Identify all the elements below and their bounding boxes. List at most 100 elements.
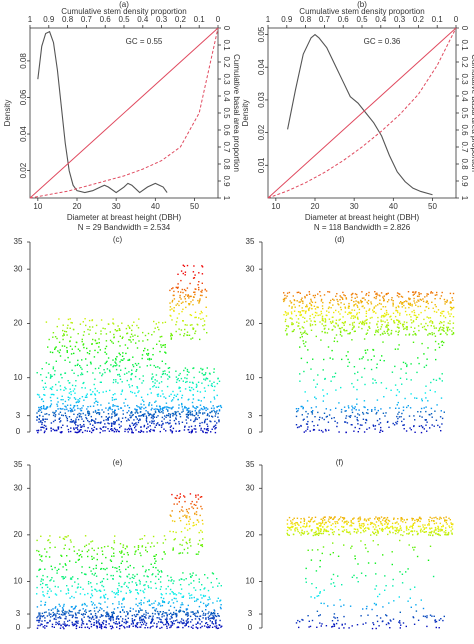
point: [287, 526, 289, 528]
point: [360, 572, 363, 574]
point: [198, 551, 200, 553]
point: [188, 398, 190, 400]
point: [435, 305, 437, 308]
point: [91, 595, 94, 597]
point: [330, 583, 332, 585]
point: [123, 621, 125, 624]
point: [152, 376, 154, 378]
point: [289, 526, 292, 529]
point: [118, 603, 120, 605]
point: [188, 516, 191, 518]
point: [183, 288, 186, 291]
point: [116, 419, 118, 422]
point: [350, 521, 352, 523]
point: [376, 529, 378, 531]
point: [296, 426, 299, 429]
point: [425, 364, 428, 367]
point: [385, 614, 387, 616]
point: [314, 301, 317, 304]
point: [162, 393, 164, 395]
point: [88, 627, 90, 630]
point: [452, 523, 454, 525]
point: [96, 412, 98, 415]
point: [82, 405, 84, 407]
point: [36, 419, 38, 421]
point: [167, 622, 169, 625]
point: [94, 589, 97, 591]
point: [179, 584, 182, 586]
point: [71, 616, 74, 619]
point: [87, 328, 89, 331]
point: [438, 518, 441, 520]
point: [171, 407, 173, 410]
point: [180, 593, 182, 595]
point: [188, 539, 191, 541]
point: [155, 374, 158, 376]
point: [166, 625, 168, 627]
point: [119, 345, 121, 347]
point: [65, 569, 68, 571]
point: [75, 605, 77, 607]
point: [163, 601, 166, 604]
point: [201, 545, 204, 548]
point: [171, 319, 173, 321]
point: [38, 396, 41, 398]
point: [104, 347, 107, 350]
point: [184, 377, 186, 379]
point: [206, 378, 209, 380]
point: [119, 576, 122, 578]
point: [118, 430, 120, 433]
point: [43, 424, 46, 427]
point: [161, 622, 164, 624]
point: [398, 344, 400, 346]
point: [216, 394, 218, 397]
x-tick-label: 40: [389, 202, 398, 211]
point: [113, 413, 116, 415]
point: [179, 387, 181, 389]
point: [36, 627, 39, 629]
point: [450, 309, 452, 311]
point: [131, 329, 133, 332]
point: [90, 393, 92, 396]
point: [36, 549, 38, 552]
point: [363, 338, 366, 340]
point: [80, 366, 82, 369]
point: [198, 286, 200, 289]
point: [206, 577, 209, 579]
point: [375, 413, 377, 415]
point: [157, 366, 159, 368]
point: [361, 305, 363, 308]
point: [127, 324, 129, 327]
point: [437, 525, 439, 528]
point: [409, 304, 411, 306]
point: [161, 594, 163, 596]
point: [69, 539, 72, 541]
point: [402, 324, 404, 326]
point: [349, 416, 351, 418]
point: [305, 332, 307, 335]
equality-line: [267, 27, 457, 199]
point: [179, 609, 181, 611]
point: [374, 425, 377, 427]
point: [172, 412, 174, 415]
point: [169, 289, 171, 292]
point: [195, 316, 197, 319]
point: [202, 523, 204, 525]
point: [201, 266, 204, 268]
top-tick-label: 0.3: [156, 15, 168, 24]
point: [128, 410, 130, 412]
point: [169, 306, 172, 308]
point: [439, 297, 441, 300]
point: [208, 596, 210, 598]
point: [54, 411, 56, 414]
point: [426, 358, 428, 360]
point: [286, 333, 288, 335]
point: [441, 329, 443, 331]
point: [52, 420, 55, 423]
point: [425, 406, 427, 408]
point: [398, 529, 401, 531]
point: [451, 533, 453, 535]
point: [182, 380, 184, 382]
point: [384, 321, 386, 323]
point: [113, 540, 115, 542]
